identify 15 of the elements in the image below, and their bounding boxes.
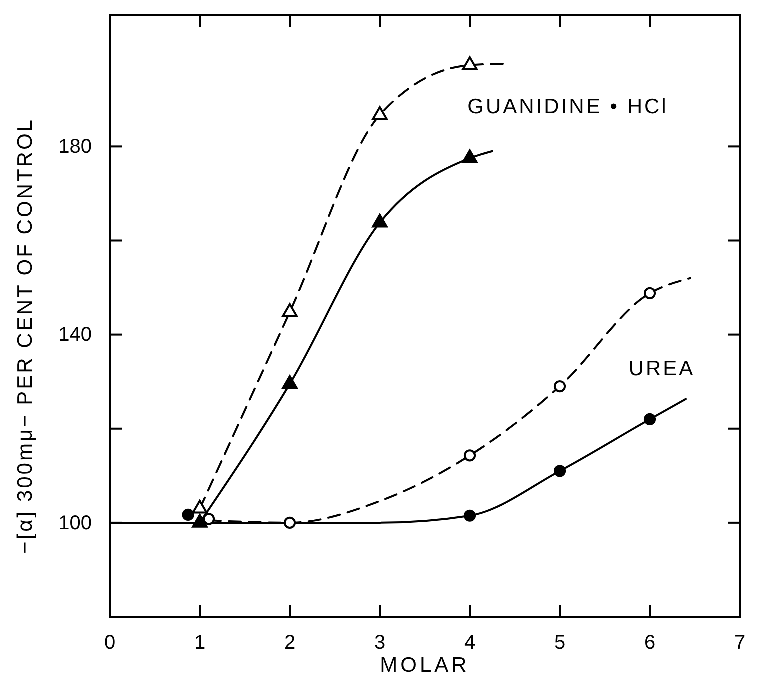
y-tick-label: 180 [58, 136, 92, 158]
annotation: UREA [628, 358, 696, 381]
x-tick-label: 7 [734, 632, 746, 654]
x-tick-label: 5 [554, 632, 566, 654]
y-tick-label: 140 [58, 324, 92, 346]
x-tick-label: 3 [374, 632, 386, 654]
x-tick-label: 2 [284, 632, 296, 654]
x-tick-label: 1 [194, 632, 206, 654]
x-tick-label: 4 [464, 632, 476, 654]
x-tick-label: 0 [104, 632, 116, 654]
x-tick-label: 6 [644, 632, 656, 654]
x-axis-title: MOLAR [380, 654, 470, 677]
y-tick-label: 100 [58, 512, 92, 534]
y-axis-title: −[α] 300mμ− PER CENT OF CONTROL [14, 118, 37, 554]
annotation: GUANIDINE • HCl [468, 96, 668, 119]
